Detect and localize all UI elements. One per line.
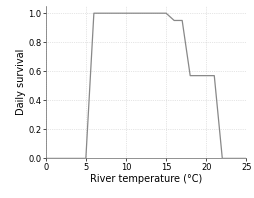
X-axis label: River temperature (°C): River temperature (°C) [90, 174, 202, 184]
Y-axis label: Daily survival: Daily survival [15, 49, 25, 115]
